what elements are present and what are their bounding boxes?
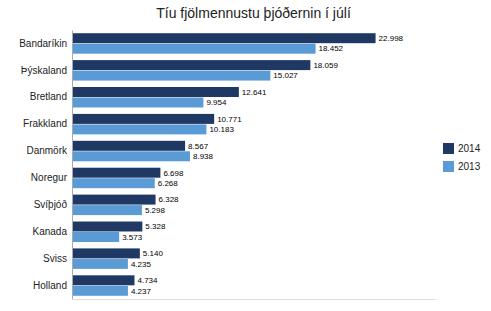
y-tick: Noregur: [31, 172, 68, 183]
y-tick-label: Sviss: [43, 253, 67, 264]
data-label: 12.641: [242, 88, 267, 97]
bar: [72, 71, 270, 81]
data-label: 6.328: [159, 195, 180, 204]
data-label: 8.938: [193, 152, 214, 161]
y-axis-line: [72, 31, 73, 300]
y-tick-label: Frakkland: [23, 118, 67, 129]
y-tick-label: Svíþjóð: [34, 199, 68, 210]
y-tick-label: Bandaríkin: [19, 38, 67, 49]
bar: [72, 168, 160, 178]
data-label: 5.328: [145, 222, 166, 231]
legend-item: 2013: [443, 161, 481, 172]
data-label: 18.452: [319, 44, 344, 53]
bar: [72, 114, 214, 124]
data-label: 6.268: [158, 179, 179, 188]
data-label: 10.771: [217, 115, 242, 124]
y-tick-label: Bretland: [30, 91, 67, 102]
y-tick: Holland: [33, 280, 67, 291]
y-tick: Svíþjóð: [34, 199, 68, 210]
bar: [72, 248, 140, 258]
data-label: 4.734: [137, 276, 158, 285]
bar: [72, 286, 128, 296]
data-label: 5.298: [145, 206, 166, 215]
data-label: 6.698: [163, 169, 184, 178]
y-tick-label: Noregur: [31, 172, 68, 183]
x-axis: [73, 299, 436, 300]
bar: [72, 98, 203, 108]
data-label: 18.059: [313, 61, 338, 70]
y-tick: Bandaríkin: [19, 38, 67, 49]
data-label: 8.567: [188, 142, 209, 151]
y-tick: Sviss: [43, 253, 67, 264]
legend-label: 2014: [458, 143, 481, 154]
bar: [72, 33, 376, 43]
data-label: 22.998: [379, 34, 404, 43]
y-tick-label: Danmörk: [26, 145, 68, 156]
data-label: 9.954: [206, 98, 227, 107]
legend-swatch: [443, 161, 454, 172]
bar: [72, 124, 206, 134]
chart: Tíu fjölmennustu þjóðernin í júlí 22.998 1…: [0, 0, 491, 311]
legend-item: 2014: [443, 143, 481, 154]
bar: [72, 60, 310, 70]
data-label: 3.573: [122, 233, 143, 242]
x-axis-line: [73, 299, 436, 300]
bars: [72, 33, 376, 296]
data-label: 15.027: [273, 71, 298, 80]
legend: 2014 2013: [443, 143, 481, 172]
bar: [72, 232, 119, 242]
y-tick: Kanada: [33, 226, 68, 237]
bar: [72, 151, 190, 161]
data-label: 10.183: [209, 125, 234, 134]
title: Tíu fjölmennustu þjóðernin í júlí: [156, 5, 351, 21]
data-label: 4.235: [131, 260, 152, 269]
legend-label: 2013: [458, 161, 481, 172]
bar: [72, 141, 185, 151]
legend-swatch: [443, 143, 454, 154]
data-label: 4.237: [131, 287, 152, 296]
bar: [72, 87, 239, 97]
bar: [72, 205, 142, 215]
y-tick: Þýskaland: [21, 65, 67, 76]
bar: [72, 275, 134, 285]
y-axis: Bandaríkin Þýskaland Bretland Frakkland Danm…: [19, 31, 72, 300]
y-tick: Danmörk: [26, 145, 68, 156]
bar: [72, 222, 142, 232]
bar: [72, 178, 155, 188]
bar: [72, 195, 156, 205]
data-label: 5.140: [143, 249, 164, 258]
y-tick-label: Kanada: [33, 226, 68, 237]
y-tick: Bretland: [30, 91, 67, 102]
bar: [72, 259, 128, 269]
y-tick-label: Holland: [33, 280, 67, 291]
data-labels: 22.998 18.059 12.641 10.771 8.567 6.698 6.328 5…: [122, 34, 403, 296]
bar: [72, 44, 316, 54]
plot: 22.998 18.059 12.641 10.771 8.567 6.698 6.328 5…: [19, 31, 435, 300]
y-tick: Frakkland: [23, 118, 67, 129]
y-tick-label: Þýskaland: [21, 65, 67, 76]
